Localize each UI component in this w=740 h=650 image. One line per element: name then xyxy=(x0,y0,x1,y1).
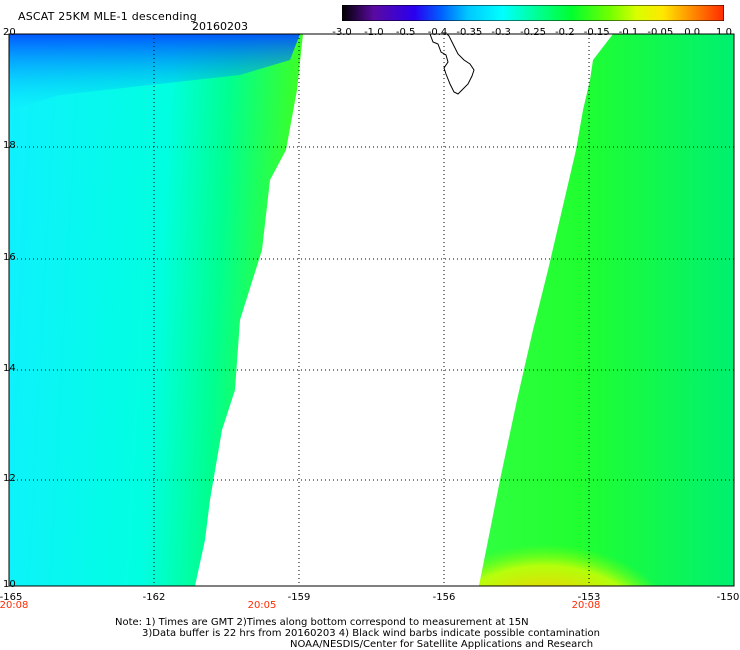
product-date: 20160203 xyxy=(192,20,248,33)
colorbar xyxy=(342,5,724,21)
footnote-line: NOAA/NESDIS/Center for Satellite Applica… xyxy=(290,639,594,650)
x-tick-label: -156 xyxy=(432,592,456,603)
colorbar-tick-label: -1.0 xyxy=(364,27,384,38)
time-label: 20:08 xyxy=(571,600,601,611)
time-label: 20:05 xyxy=(247,600,277,611)
colorbar-tick-label: -0.35 xyxy=(456,27,483,38)
coastline-hawaii xyxy=(429,33,475,95)
x-tick-label: -153 xyxy=(577,592,601,603)
x-tick-label: -150 xyxy=(716,592,740,603)
x-tick-label: -165 xyxy=(0,592,23,603)
colorbar-tick-label: 1.0 xyxy=(716,27,732,38)
x-tick-label: -162 xyxy=(142,592,166,603)
colorbar-tick-label: -0.5 xyxy=(395,27,416,38)
y-tick-label: 10 xyxy=(3,579,16,590)
colorbar-tick-label: -3.0 xyxy=(332,27,352,38)
swath-west-blue-region xyxy=(9,34,300,110)
colorbar-tick-label: -0.05 xyxy=(647,27,674,38)
colorbar-tick-label: 0.0 xyxy=(684,27,701,38)
swath-east xyxy=(479,34,734,586)
colorbar-tick-label: -0.2 xyxy=(555,27,575,38)
y-tick-label: 18 xyxy=(3,140,16,151)
lat-lon-grid xyxy=(9,34,734,586)
colorbar-tick-label: -0.3 xyxy=(491,27,511,38)
y-tick-label: 12 xyxy=(3,473,16,484)
map-frame xyxy=(8,33,735,587)
colorbar-tick-label: -0.15 xyxy=(583,27,610,38)
time-label: 20:08 xyxy=(0,600,29,611)
swath-west xyxy=(9,34,303,586)
y-tick-label: 20 xyxy=(3,27,16,38)
x-tick-label: -159 xyxy=(287,592,311,603)
y-tick-label: 14 xyxy=(3,363,16,374)
colorbar-tick-label: -0.4 xyxy=(427,27,448,38)
colorbar-tick-label: -0.1 xyxy=(618,27,639,38)
footnote-line: 3)Data buffer is 22 hrs from 20160203 4)… xyxy=(142,628,600,639)
product-title: ASCAT 25KM MLE-1 descending xyxy=(18,10,197,23)
footnote-line: Note: 1) Times are GMT 2)Times along bot… xyxy=(115,617,529,628)
y-tick-label: 16 xyxy=(3,252,16,263)
colorbar-tick-label: -0.25 xyxy=(520,27,546,38)
